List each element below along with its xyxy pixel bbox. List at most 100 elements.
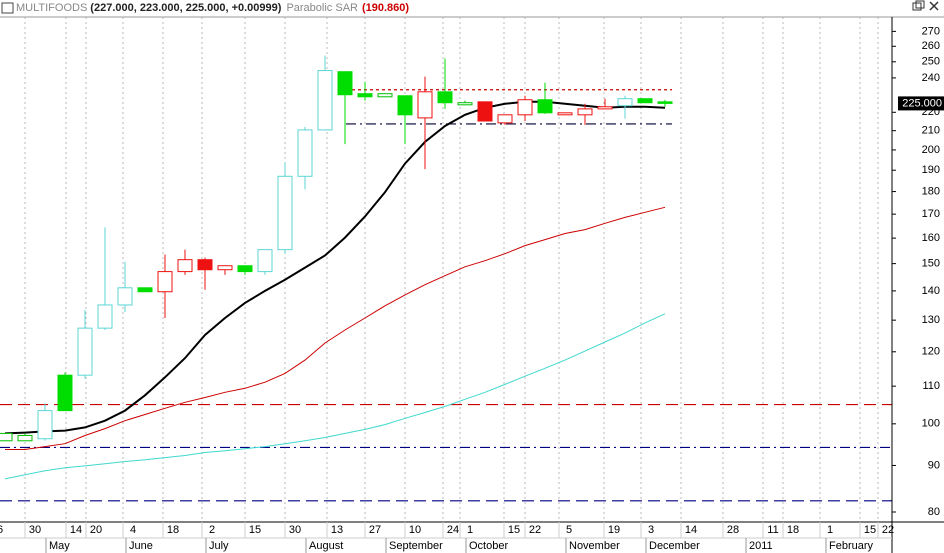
x-tick-label: 22	[529, 524, 541, 536]
x-tick-label: 4	[130, 524, 136, 536]
moving-average-line	[4, 100, 666, 435]
candle-body	[217, 265, 233, 271]
y-tick-label: 210	[922, 125, 940, 137]
candle-body	[637, 98, 653, 104]
candle-body	[137, 287, 153, 293]
x-tick-label: 28	[727, 524, 739, 536]
axes: 6301420418215301327102411522519314281118…	[0, 25, 944, 553]
candle-body	[237, 265, 253, 273]
indicator-name: Parabolic SAR	[286, 2, 358, 14]
candle-body	[457, 102, 473, 106]
close-button[interactable]	[929, 1, 939, 11]
x-tick-label: 11	[767, 524, 778, 536]
x-tick-label: 18	[167, 524, 179, 536]
candle-body	[477, 101, 493, 122]
y-tick-label: 110	[922, 380, 940, 392]
x-tick-label: 20	[90, 524, 102, 536]
y-tick-label: 250	[922, 56, 940, 68]
x-tick-label: 19	[608, 524, 620, 536]
candle-body	[17, 434, 33, 442]
candle-body	[377, 93, 393, 98]
candle-body	[517, 99, 533, 116]
candle-body	[317, 70, 333, 131]
y-tick-label: 120	[922, 346, 940, 358]
ohlc-readout: (227.000, 223.000, 225.000, +0.00999)	[90, 2, 281, 14]
month-label: May	[49, 540, 70, 552]
y-tick-label: 200	[922, 144, 940, 156]
x-tick-label: 15	[508, 524, 520, 536]
month-label: November	[569, 540, 620, 552]
y-tick-label: 260	[922, 40, 940, 52]
x-tick-label: 14	[685, 524, 697, 536]
candle-body	[657, 101, 673, 104]
candle-body	[157, 271, 173, 293]
month-label: June	[129, 540, 153, 552]
candle-body	[57, 374, 73, 412]
price-label-box	[898, 96, 944, 111]
candle-body	[357, 93, 373, 98]
header: MULTIFOODS (227.000, 223.000, 225.000, +0…	[16, 2, 409, 14]
x-tick-label: 5	[566, 524, 572, 536]
x-tick-label: 3	[648, 524, 654, 536]
moving-average-line	[4, 313, 666, 480]
x-tick-label: 13	[331, 524, 343, 536]
moving-average-line	[5, 206, 666, 450]
y-tick-label: 80	[928, 506, 940, 518]
x-tick-label: 22	[882, 524, 894, 536]
candle-body	[497, 114, 513, 124]
price-label: 225.000	[902, 97, 942, 109]
restore-button[interactable]	[912, 2, 922, 11]
x-tick-label: 30	[29, 524, 41, 536]
candle-body	[617, 98, 633, 107]
y-tick-label: 170	[922, 208, 940, 220]
window-controls[interactable]	[912, 0, 939, 11]
x-tick-label: 2	[209, 524, 215, 536]
candle-body	[197, 259, 213, 271]
candle-body	[417, 91, 433, 119]
x-tick-label: 18	[787, 524, 799, 536]
candle-body	[597, 106, 613, 110]
candle-body	[277, 175, 293, 251]
candle-body	[297, 129, 313, 177]
candle-body	[437, 91, 453, 104]
candle-body	[0, 432, 13, 442]
month-label: July	[209, 540, 229, 552]
candle-body	[117, 287, 133, 306]
y-tick-label: 140	[922, 285, 940, 297]
candle-body	[577, 108, 593, 116]
plot-area	[0, 17, 892, 522]
y-tick-label: 90	[928, 459, 940, 471]
candle-body	[77, 327, 93, 376]
indicator-value: (190.860)	[362, 2, 409, 14]
candle-body	[37, 410, 53, 440]
restore-button-back	[915, 0, 925, 9]
candle-body	[97, 304, 113, 329]
y-tick-label: 180	[922, 185, 940, 197]
x-tick-label: 15	[864, 524, 876, 536]
month-label: December	[649, 540, 700, 552]
month-label: February	[829, 540, 874, 552]
month-label: September	[389, 540, 443, 552]
y-tick-label: 190	[922, 164, 940, 176]
x-tick-label: 15	[249, 524, 261, 536]
x-tick-label: 30	[289, 524, 301, 536]
x-tick-label: 1	[467, 524, 473, 536]
y-tick-label: 240	[922, 72, 940, 84]
candle-body	[557, 112, 573, 116]
x-tick-label: 14	[70, 524, 82, 536]
chart-title: MULTIFOODS	[16, 2, 87, 14]
x-tick-label: 10	[409, 524, 421, 536]
month-label: August	[309, 540, 343, 552]
candle-body	[537, 99, 553, 114]
candle-body	[337, 71, 353, 96]
window-icon	[1, 2, 14, 14]
month-label: October	[469, 540, 508, 552]
y-tick-label: 160	[922, 232, 940, 244]
x-tick-label: 6	[0, 524, 3, 536]
y-tick-label: 130	[922, 314, 940, 326]
x-tick-label: 1	[827, 524, 833, 536]
month-label: 2011	[749, 540, 773, 552]
